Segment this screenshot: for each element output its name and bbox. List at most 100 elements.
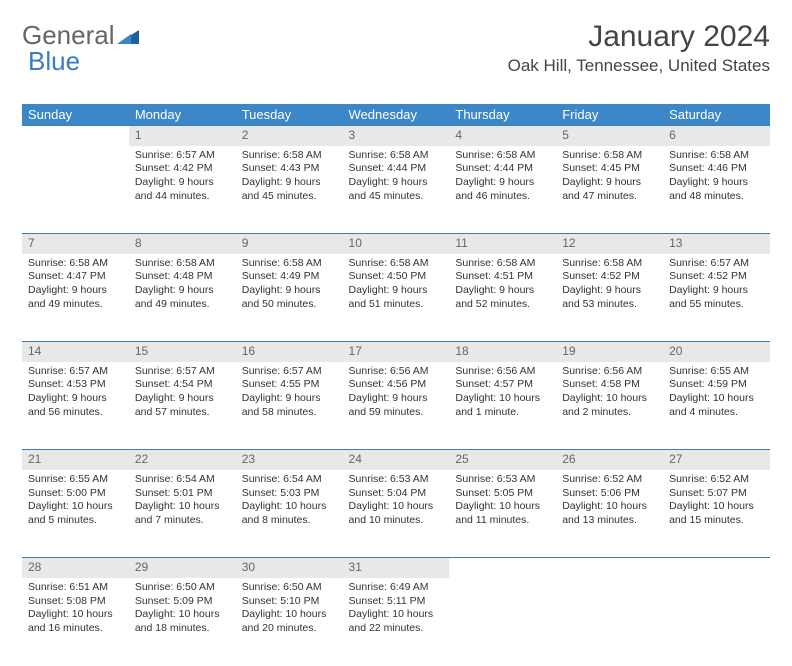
day-number-cell: 30 — [236, 558, 343, 578]
day-number-row: 14151617181920 — [22, 342, 770, 362]
sunrise-text: Sunrise: 6:58 AM — [349, 149, 444, 163]
sunset-text: Sunset: 4:42 PM — [135, 162, 230, 176]
daylight-text: Daylight: 10 hours and 18 minutes. — [135, 608, 230, 635]
day-number-cell — [449, 558, 556, 578]
sunrise-text: Sunrise: 6:55 AM — [669, 365, 764, 379]
day-number-cell: 21 — [22, 450, 129, 470]
day-content-cell: Sunrise: 6:58 AMSunset: 4:46 PMDaylight:… — [663, 146, 770, 234]
sunset-text: Sunset: 4:48 PM — [135, 270, 230, 284]
sunset-text: Sunset: 5:05 PM — [455, 487, 550, 501]
sunrise-text: Sunrise: 6:56 AM — [349, 365, 444, 379]
day-content-row: Sunrise: 6:51 AMSunset: 5:08 PMDaylight:… — [22, 578, 770, 666]
sunrise-text: Sunrise: 6:56 AM — [562, 365, 657, 379]
logo-text-2: Blue — [28, 46, 80, 77]
sunrise-text: Sunrise: 6:58 AM — [455, 257, 550, 271]
daylight-text: Daylight: 9 hours and 53 minutes. — [562, 284, 657, 311]
sunset-text: Sunset: 5:00 PM — [28, 487, 123, 501]
day-content-cell: Sunrise: 6:58 AMSunset: 4:49 PMDaylight:… — [236, 254, 343, 342]
day-content-cell: Sunrise: 6:52 AMSunset: 5:06 PMDaylight:… — [556, 470, 663, 558]
day-number-cell: 7 — [22, 234, 129, 254]
daylight-text: Daylight: 9 hours and 52 minutes. — [455, 284, 550, 311]
daylight-text: Daylight: 10 hours and 16 minutes. — [28, 608, 123, 635]
daylight-text: Daylight: 9 hours and 45 minutes. — [349, 176, 444, 203]
sunset-text: Sunset: 5:07 PM — [669, 487, 764, 501]
day-number-cell: 8 — [129, 234, 236, 254]
daylight-text: Daylight: 10 hours and 11 minutes. — [455, 500, 550, 527]
day-content-cell: Sunrise: 6:52 AMSunset: 5:07 PMDaylight:… — [663, 470, 770, 558]
day-number-cell: 12 — [556, 234, 663, 254]
day-content-cell: Sunrise: 6:50 AMSunset: 5:09 PMDaylight:… — [129, 578, 236, 666]
sunrise-text: Sunrise: 6:57 AM — [669, 257, 764, 271]
sunrise-text: Sunrise: 6:58 AM — [669, 149, 764, 163]
sunrise-text: Sunrise: 6:58 AM — [455, 149, 550, 163]
day-content-cell: Sunrise: 6:58 AMSunset: 4:48 PMDaylight:… — [129, 254, 236, 342]
daylight-text: Daylight: 9 hours and 45 minutes. — [242, 176, 337, 203]
weekday-header: Tuesday — [236, 104, 343, 126]
header: General January 2024 Oak Hill, Tennessee… — [22, 20, 770, 76]
calendar-body: 123456Sunrise: 6:57 AMSunset: 4:42 PMDay… — [22, 126, 770, 666]
daylight-text: Daylight: 9 hours and 48 minutes. — [669, 176, 764, 203]
sunset-text: Sunset: 4:54 PM — [135, 378, 230, 392]
daylight-text: Daylight: 9 hours and 55 minutes. — [669, 284, 764, 311]
day-content-cell — [449, 578, 556, 666]
sunrise-text: Sunrise: 6:52 AM — [669, 473, 764, 487]
daylight-text: Daylight: 9 hours and 47 minutes. — [562, 176, 657, 203]
day-number-cell: 6 — [663, 126, 770, 146]
day-content-cell: Sunrise: 6:58 AMSunset: 4:52 PMDaylight:… — [556, 254, 663, 342]
daylight-text: Daylight: 10 hours and 8 minutes. — [242, 500, 337, 527]
day-number-cell: 4 — [449, 126, 556, 146]
weekday-header-row: Sunday Monday Tuesday Wednesday Thursday… — [22, 104, 770, 126]
sunrise-text: Sunrise: 6:58 AM — [242, 149, 337, 163]
day-number-cell: 24 — [343, 450, 450, 470]
day-content-cell: Sunrise: 6:54 AMSunset: 5:01 PMDaylight:… — [129, 470, 236, 558]
day-number-cell: 19 — [556, 342, 663, 362]
day-content-cell — [663, 578, 770, 666]
day-number-cell: 9 — [236, 234, 343, 254]
sunset-text: Sunset: 4:59 PM — [669, 378, 764, 392]
daylight-text: Daylight: 10 hours and 7 minutes. — [135, 500, 230, 527]
day-content-cell: Sunrise: 6:51 AMSunset: 5:08 PMDaylight:… — [22, 578, 129, 666]
day-content-cell: Sunrise: 6:57 AMSunset: 4:55 PMDaylight:… — [236, 362, 343, 450]
day-content-cell: Sunrise: 6:53 AMSunset: 5:05 PMDaylight:… — [449, 470, 556, 558]
daylight-text: Daylight: 9 hours and 58 minutes. — [242, 392, 337, 419]
sunset-text: Sunset: 4:47 PM — [28, 270, 123, 284]
day-number-cell: 15 — [129, 342, 236, 362]
day-number-cell: 11 — [449, 234, 556, 254]
day-content-cell: Sunrise: 6:58 AMSunset: 4:51 PMDaylight:… — [449, 254, 556, 342]
day-content-cell: Sunrise: 6:58 AMSunset: 4:43 PMDaylight:… — [236, 146, 343, 234]
sunrise-text: Sunrise: 6:56 AM — [455, 365, 550, 379]
day-number-cell: 28 — [22, 558, 129, 578]
day-content-cell: Sunrise: 6:56 AMSunset: 4:56 PMDaylight:… — [343, 362, 450, 450]
day-number-cell: 26 — [556, 450, 663, 470]
day-number-cell: 25 — [449, 450, 556, 470]
day-content-cell: Sunrise: 6:58 AMSunset: 4:47 PMDaylight:… — [22, 254, 129, 342]
sunrise-text: Sunrise: 6:52 AM — [562, 473, 657, 487]
sunrise-text: Sunrise: 6:57 AM — [28, 365, 123, 379]
sunrise-text: Sunrise: 6:51 AM — [28, 581, 123, 595]
daylight-text: Daylight: 9 hours and 56 minutes. — [28, 392, 123, 419]
day-content-cell: Sunrise: 6:55 AMSunset: 4:59 PMDaylight:… — [663, 362, 770, 450]
day-number-cell: 5 — [556, 126, 663, 146]
sunset-text: Sunset: 4:51 PM — [455, 270, 550, 284]
day-number-cell: 1 — [129, 126, 236, 146]
sunset-text: Sunset: 4:53 PM — [28, 378, 123, 392]
day-content-cell: Sunrise: 6:58 AMSunset: 4:44 PMDaylight:… — [449, 146, 556, 234]
month-title: January 2024 — [508, 20, 770, 54]
day-number-cell: 14 — [22, 342, 129, 362]
day-number-cell: 31 — [343, 558, 450, 578]
day-number-cell: 2 — [236, 126, 343, 146]
weekday-header: Saturday — [663, 104, 770, 126]
sunrise-text: Sunrise: 6:53 AM — [349, 473, 444, 487]
daylight-text: Daylight: 10 hours and 4 minutes. — [669, 392, 764, 419]
daylight-text: Daylight: 10 hours and 5 minutes. — [28, 500, 123, 527]
sunset-text: Sunset: 5:09 PM — [135, 595, 230, 609]
day-number-cell: 29 — [129, 558, 236, 578]
daylight-text: Daylight: 9 hours and 49 minutes. — [28, 284, 123, 311]
day-number-cell — [556, 558, 663, 578]
sunset-text: Sunset: 5:08 PM — [28, 595, 123, 609]
day-number-row: 21222324252627 — [22, 450, 770, 470]
day-content-cell: Sunrise: 6:58 AMSunset: 4:50 PMDaylight:… — [343, 254, 450, 342]
daylight-text: Daylight: 10 hours and 22 minutes. — [349, 608, 444, 635]
day-number-cell: 10 — [343, 234, 450, 254]
day-number-cell: 3 — [343, 126, 450, 146]
